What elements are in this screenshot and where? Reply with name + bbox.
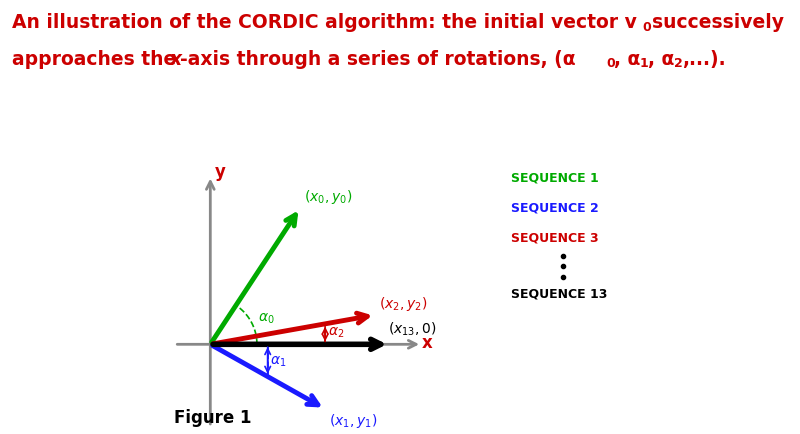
Text: , α: , α: [614, 50, 641, 69]
Text: 2: 2: [674, 57, 682, 70]
Text: $\alpha_1$: $\alpha_1$: [270, 355, 286, 369]
Text: , α: , α: [648, 50, 674, 69]
Text: -axis through a series of rotations, (α: -axis through a series of rotations, (α: [180, 50, 576, 69]
Text: $\alpha_0$: $\alpha_0$: [258, 312, 274, 326]
Text: x: x: [422, 333, 433, 352]
Text: 1: 1: [640, 57, 649, 70]
Text: SEQUENCE 2: SEQUENCE 2: [511, 201, 599, 214]
Text: 0: 0: [606, 57, 615, 70]
Text: Figure 1: Figure 1: [174, 409, 252, 427]
Text: x: x: [170, 50, 182, 69]
Text: successively: successively: [652, 13, 784, 32]
Text: SEQUENCE 1: SEQUENCE 1: [511, 171, 599, 184]
Text: An illustration of the CORDIC algorithm: the initial vector v: An illustration of the CORDIC algorithm:…: [12, 13, 637, 32]
Text: 0: 0: [642, 21, 651, 34]
Text: ,...).: ,...).: [682, 50, 726, 69]
Text: $(x_{13}, 0)$: $(x_{13}, 0)$: [388, 320, 437, 338]
Text: SEQUENCE 13: SEQUENCE 13: [511, 287, 607, 300]
Text: $\alpha_2$: $\alpha_2$: [328, 326, 344, 340]
Text: SEQUENCE 3: SEQUENCE 3: [511, 231, 599, 244]
Text: $(x_1, y_1)$: $(x_1, y_1)$: [329, 412, 377, 431]
Text: y: y: [214, 163, 226, 181]
Text: $(x_0, y_0)$: $(x_0, y_0)$: [303, 188, 352, 206]
Text: $(x_2, y_2)$: $(x_2, y_2)$: [379, 295, 427, 313]
Text: approaches the: approaches the: [12, 50, 182, 69]
